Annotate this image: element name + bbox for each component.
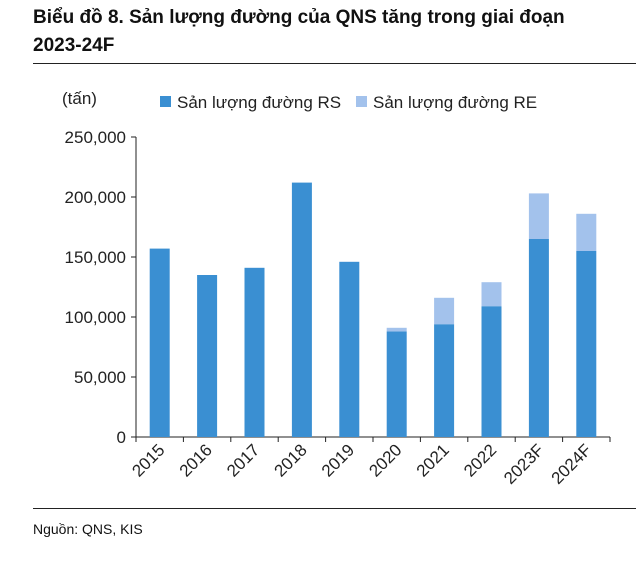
y-tick-label: 0 (117, 428, 126, 447)
bar-re (386, 327, 407, 332)
x-tick-label: 2016 (176, 440, 216, 480)
bar-rs (149, 248, 170, 437)
legend-swatch (356, 96, 367, 107)
bar-rs (291, 182, 312, 437)
bar-re (528, 193, 549, 239)
y-tick-label: 200,000 (65, 188, 126, 207)
x-tick-label: 2021 (413, 440, 453, 480)
x-tick-label: 2015 (128, 440, 168, 480)
bar-rs (528, 239, 549, 437)
y-tick-label: 50,000 (74, 368, 126, 387)
bar-rs (386, 331, 407, 437)
x-tick-label: 2022 (460, 440, 500, 480)
bar-rs (576, 251, 597, 437)
top-rule (33, 63, 636, 64)
bar-rs (244, 267, 265, 437)
x-tick-label: 2018 (271, 440, 311, 480)
y-axis-unit-label: (tấn) (62, 89, 97, 108)
chart-title-line-1: Biểu đồ 8. Sản lượng đường của QNS tăng … (33, 7, 565, 28)
chart-title-line-2: 2023-24F (33, 35, 115, 56)
bar-rs (197, 275, 218, 437)
x-tick-label: 2019 (318, 440, 358, 480)
y-tick-label: 250,000 (65, 128, 126, 147)
x-tick-label: 2017 (223, 440, 263, 480)
bottom-rule (33, 508, 636, 509)
legend-label: Sản lượng đường RS (177, 93, 341, 112)
x-tick-label: 2020 (365, 440, 405, 480)
legend-label: Sản lượng đường RE (373, 93, 537, 112)
x-tick-label: 2024F (548, 440, 596, 488)
bar-re (481, 282, 502, 307)
bar-rs (339, 261, 360, 437)
chart-title: Biểu đồ 8. Sản lượng đường của QNS tăng … (33, 4, 633, 60)
legend-swatch (160, 96, 171, 107)
bar-re (576, 213, 597, 251)
y-tick-label: 150,000 (65, 248, 126, 267)
x-tick-label: 2023F (500, 440, 548, 488)
source-note: Nguồn: QNS, KIS (33, 521, 143, 537)
bar-re (434, 297, 455, 325)
bar-rs (481, 306, 502, 437)
bar-rs (434, 324, 455, 437)
y-tick-label: 100,000 (65, 308, 126, 327)
